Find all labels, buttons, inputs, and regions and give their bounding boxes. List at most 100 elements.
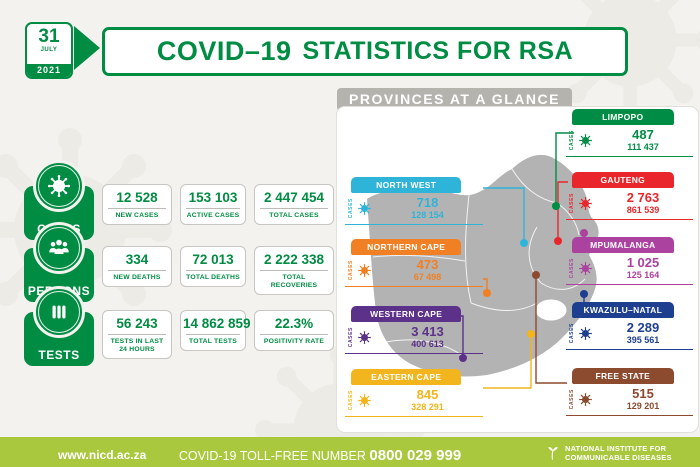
page-title-rest: STATISTICS FOR RSA [302,37,574,65]
province-card-kwazulu-natal: KWAZULU–NATAL CASES 2 289 395 561 [566,302,693,350]
cases-vertical-label: CASES [348,389,354,411]
province-card-north-west: NORTH WEST CASES 718 128 154 [345,177,483,225]
date-month: JULY [40,47,58,53]
province-name: GAUTENG [572,172,674,188]
cases-vertical-label: CASES [569,257,575,279]
total-recoveries-box: 2 222 338 TOTAL RECOVERIES [254,246,334,295]
total-tests-value: 14 862 859 [183,316,251,331]
test-tubes-icon [33,286,85,338]
province-new-cases: 2 289 [626,320,660,335]
total-tests-box: 14 862 859 TOTAL TESTS [180,310,251,351]
arrow-right-icon [74,26,100,70]
virus-icon [578,261,593,275]
province-card-limpopo: LIMPOPO CASES 487 111 437 [566,109,693,157]
province-new-cases: 487 [632,127,654,142]
nicd-sprout-icon [547,446,559,461]
active-cases-value: 153 103 [188,190,238,205]
province-name: EASTERN CAPE [351,369,462,385]
province-card-mpumalanga: MPUMALANGA CASES 1 025 125 164 [566,237,693,285]
website-link[interactable]: www.nicd.ac.za [58,448,147,462]
total-deaths-label: TOTAL DEATHS [186,270,240,282]
province-card-western-cape: WESTERN CAPE CASES 3 413 400 613 [345,306,483,354]
province-total-cases: 129 201 [626,401,660,411]
active-cases-label: ACTIVE CASES [186,208,240,220]
total-cases-label: TOTAL CASES [260,208,328,220]
province-total-cases: 395 561 [626,335,660,345]
new-cases-value: 12 528 [116,190,158,205]
nicd-org-line1: NATIONAL INSTITUTE FOR [565,444,667,453]
province-name: LIMPOPO [572,109,674,125]
tollfree-label: COVID-19 TOLL-FREE NUMBER [178,449,366,463]
people-icon [33,222,85,274]
new-deaths-label: NEW DEATHS [108,270,166,282]
tollfree-line: COVID-19 TOLL-FREE NUMBER 0800 029 999 [150,447,490,464]
cases-vertical-label: CASES [348,259,354,281]
province-name: KWAZULU–NATAL [572,302,674,318]
new-cases-label: NEW CASES [108,208,166,220]
nicd-logo-block: NATIONAL INSTITUTE FOR COMMUNICABLE DISE… [545,444,672,462]
virus-icon [578,326,593,340]
active-cases-box: 153 103 ACTIVE CASES [180,184,246,225]
province-new-cases: 515 [632,386,654,401]
province-new-cases: 2 763 [626,190,660,205]
province-new-cases: 845 [416,387,439,402]
new-deaths-value: 334 [125,252,149,267]
province-name: FREE STATE [572,368,674,384]
nicd-org-line2: COMMUNICABLE DISEASES [565,453,672,462]
province-card-gauteng: GAUTENG CASES 2 763 861 539 [566,172,693,220]
cases-vertical-label: CASES [348,326,354,348]
total-deaths-box: 72 013 TOTAL DEATHS [180,246,246,287]
tests-24h-value: 56 243 [116,316,158,331]
total-recoveries-value: 2 222 338 [263,252,325,267]
date-year: 2021 [27,64,71,77]
new-deaths-box: 334 NEW DEATHS [102,246,172,287]
page-title-main: COVID–19 [156,36,292,66]
province-card-eastern-cape: EASTERN CAPE CASES 845 328 291 [345,369,483,417]
tests-24h-box: 56 243 TESTS IN LAST 24 HOURS [102,310,172,359]
total-cases-value: 2 447 454 [263,190,325,205]
cases-row: CASES 12 528 NEW CASES 153 103 ACTIVE CA… [24,160,334,240]
total-cases-box: 2 447 454 TOTAL CASES [254,184,334,225]
province-total-cases: 861 539 [626,205,660,215]
province-new-cases: 718 [416,195,439,210]
cases-vertical-label: CASES [569,388,575,410]
total-recoveries-label: TOTAL RECOVERIES [260,270,328,290]
footer-bar: www.nicd.ac.za COVID-19 TOLL-FREE NUMBER… [0,437,700,467]
province-total-cases: 128 154 [411,210,444,220]
virus-icon [357,263,372,277]
virus-icon [357,330,372,344]
virus-icon [357,393,372,407]
date-day: 31 [38,26,60,47]
title-banner: COVID–19 STATISTICS FOR RSA [102,27,628,76]
positivity-rate-value: 22.3% [274,316,314,331]
virus-icon [33,160,85,212]
total-tests-label: TOTAL TESTS [186,334,240,346]
province-name: NORTHERN CAPE [351,239,462,255]
virus-icon [578,392,593,406]
province-new-cases: 473 [416,257,439,272]
tests-row: TESTS 56 243 TESTS IN LAST 24 HOURS 14 8… [24,286,334,366]
virus-icon [578,133,593,147]
cases-vertical-label: CASES [569,192,575,214]
virus-icon [578,196,593,210]
province-new-cases: 1 025 [626,255,660,270]
positivity-rate-box: 22.3% POSITIVITY RATE [254,310,334,351]
province-name: WESTERN CAPE [351,306,462,322]
province-total-cases: 125 164 [626,270,660,280]
provinces-panel-title: PROVINCES AT A GLANCE [337,88,572,111]
tests-24h-label: TESTS IN LAST 24 HOURS [108,334,166,354]
cases-vertical-label: CASES [569,322,575,344]
new-cases-box: 12 528 NEW CASES [102,184,172,225]
positivity-rate-label: POSITIVITY RATE [260,334,328,346]
province-name: MPUMALANGA [572,237,674,253]
cases-vertical-label: CASES [569,129,575,151]
tests-icon-block: TESTS [24,286,94,366]
province-total-cases: 67 498 [413,272,442,282]
province-card-free-state: FREE STATE CASES 515 129 201 [566,368,693,416]
provinces-panel: LIMPOPO CASES 487 111 437 NORTH WEST CAS… [336,106,699,433]
province-card-northern-cape: NORTHERN CAPE CASES 473 67 498 [345,239,483,287]
province-total-cases: 400 613 [411,339,444,349]
persons-row: PERSONS 334 NEW DEATHS 72 013 TOTAL DEAT… [24,222,334,302]
date-badge: 31 JULY 2021 [25,22,73,79]
